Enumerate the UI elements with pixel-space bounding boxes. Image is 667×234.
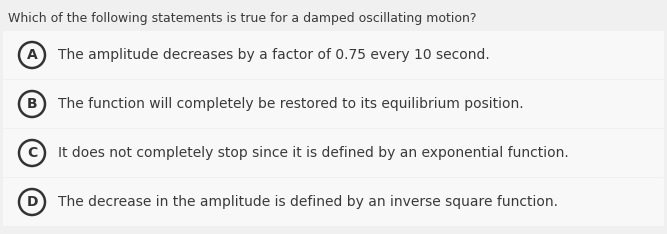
- Text: C: C: [27, 146, 37, 160]
- Text: It does not completely stop since it is defined by an exponential function.: It does not completely stop since it is …: [58, 146, 569, 160]
- Text: The amplitude decreases by a factor of 0.75 every 10 second.: The amplitude decreases by a factor of 0…: [58, 48, 490, 62]
- Text: The function will completely be restored to its equilibrium position.: The function will completely be restored…: [58, 97, 524, 111]
- Text: The decrease in the amplitude is defined by an inverse square function.: The decrease in the amplitude is defined…: [58, 195, 558, 209]
- Text: Which of the following statements is true for a damped oscillating motion?: Which of the following statements is tru…: [8, 12, 476, 25]
- Circle shape: [19, 189, 45, 215]
- FancyBboxPatch shape: [3, 31, 664, 79]
- FancyBboxPatch shape: [3, 178, 664, 226]
- Text: B: B: [27, 97, 37, 111]
- FancyBboxPatch shape: [3, 80, 664, 128]
- Circle shape: [19, 140, 45, 166]
- Text: A: A: [27, 48, 37, 62]
- Text: D: D: [26, 195, 38, 209]
- Circle shape: [19, 91, 45, 117]
- FancyBboxPatch shape: [3, 129, 664, 177]
- Circle shape: [19, 42, 45, 68]
